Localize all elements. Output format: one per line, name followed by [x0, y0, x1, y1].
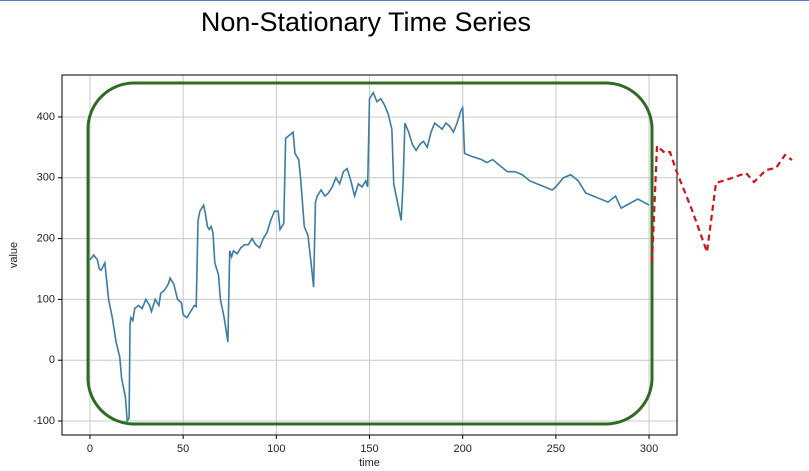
x-tick-label: 0 — [87, 443, 93, 455]
y-tick-label: 0 — [49, 354, 55, 366]
x-tick-label: 150 — [360, 443, 378, 455]
y-tick-label: 400 — [37, 111, 55, 123]
data-line — [89, 90, 650, 424]
axes-frame — [61, 74, 678, 436]
x-tick-label: 50 — [177, 443, 189, 455]
y-tick-label: 200 — [37, 232, 55, 244]
plot: 0 50 100 150 200 250 300 -100 0 100 200 300 400 time v… — [8, 74, 678, 469]
highlight-box — [86, 81, 654, 426]
x-tick-label: 200 — [454, 443, 472, 455]
x-tick-label: 100 — [267, 443, 285, 455]
chart-title: Non-Stationary Time Series — [201, 7, 531, 37]
y-tick-label: 100 — [37, 293, 55, 305]
x-axis-label: time — [359, 457, 380, 469]
x-tick-label: 250 — [547, 443, 565, 455]
y-tick-label: 300 — [37, 172, 55, 184]
y-axis-label: value — [8, 242, 20, 268]
y-tick-label: -100 — [33, 415, 55, 427]
x-tick-label: 300 — [640, 443, 658, 455]
forecast-sketch — [650, 143, 793, 263]
